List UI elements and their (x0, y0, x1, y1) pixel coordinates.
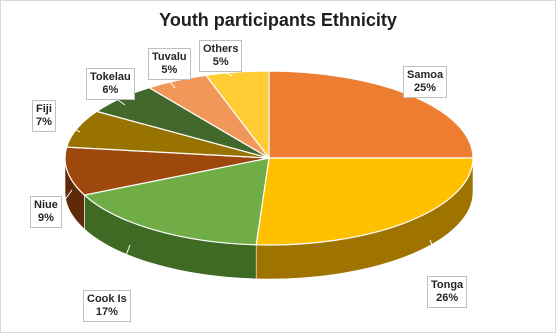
data-label-category: Tuvalu (152, 51, 187, 63)
data-label-cook-is: Cook Is 17% (83, 290, 131, 322)
data-label-category: Others (203, 43, 239, 55)
pie-slice-niue (64, 146, 270, 196)
pie-slice-cook-is (83, 157, 270, 246)
data-label-fiji: Fiji 7% (32, 100, 56, 132)
data-label-category: Cook Is (87, 293, 127, 305)
data-label-others: Others 5% (199, 40, 243, 72)
data-label-percent: 26% (436, 292, 459, 304)
data-label-category: Tokelau (90, 71, 131, 83)
pie-slice-others (204, 70, 270, 160)
data-label-tokelau: Tokelau 6% (86, 68, 135, 100)
data-label-percent: 5% (161, 64, 178, 76)
data-label-percent: 5% (212, 56, 229, 68)
data-label-percent: 25% (414, 82, 437, 94)
data-label-tonga: Tonga 26% (427, 276, 468, 308)
data-label-percent: 9% (37, 212, 54, 224)
data-label-niue: Niue 9% (30, 196, 62, 228)
chart-title: Youth participants Ethnicity (159, 10, 397, 30)
data-label-percent: 17% (95, 306, 118, 318)
data-label-samoa: Samoa 25% (403, 66, 448, 98)
data-label-percent: 7% (36, 116, 52, 128)
pie-slice-tonga (255, 157, 474, 246)
data-label-category: Tonga (431, 279, 464, 291)
data-label-percent: 6% (102, 84, 119, 96)
leader-line-tonga (429, 239, 446, 277)
leader-line-tokelau (117, 99, 126, 106)
data-label-category: Samoa (407, 69, 444, 81)
data-label-tuvalu: Tuvalu 5% (148, 48, 191, 80)
leader-line-cook-is (112, 244, 131, 290)
data-label-category: Fiji (36, 103, 52, 115)
data-label-category: Niue (34, 199, 58, 211)
leader-line-niue (60, 189, 73, 206)
